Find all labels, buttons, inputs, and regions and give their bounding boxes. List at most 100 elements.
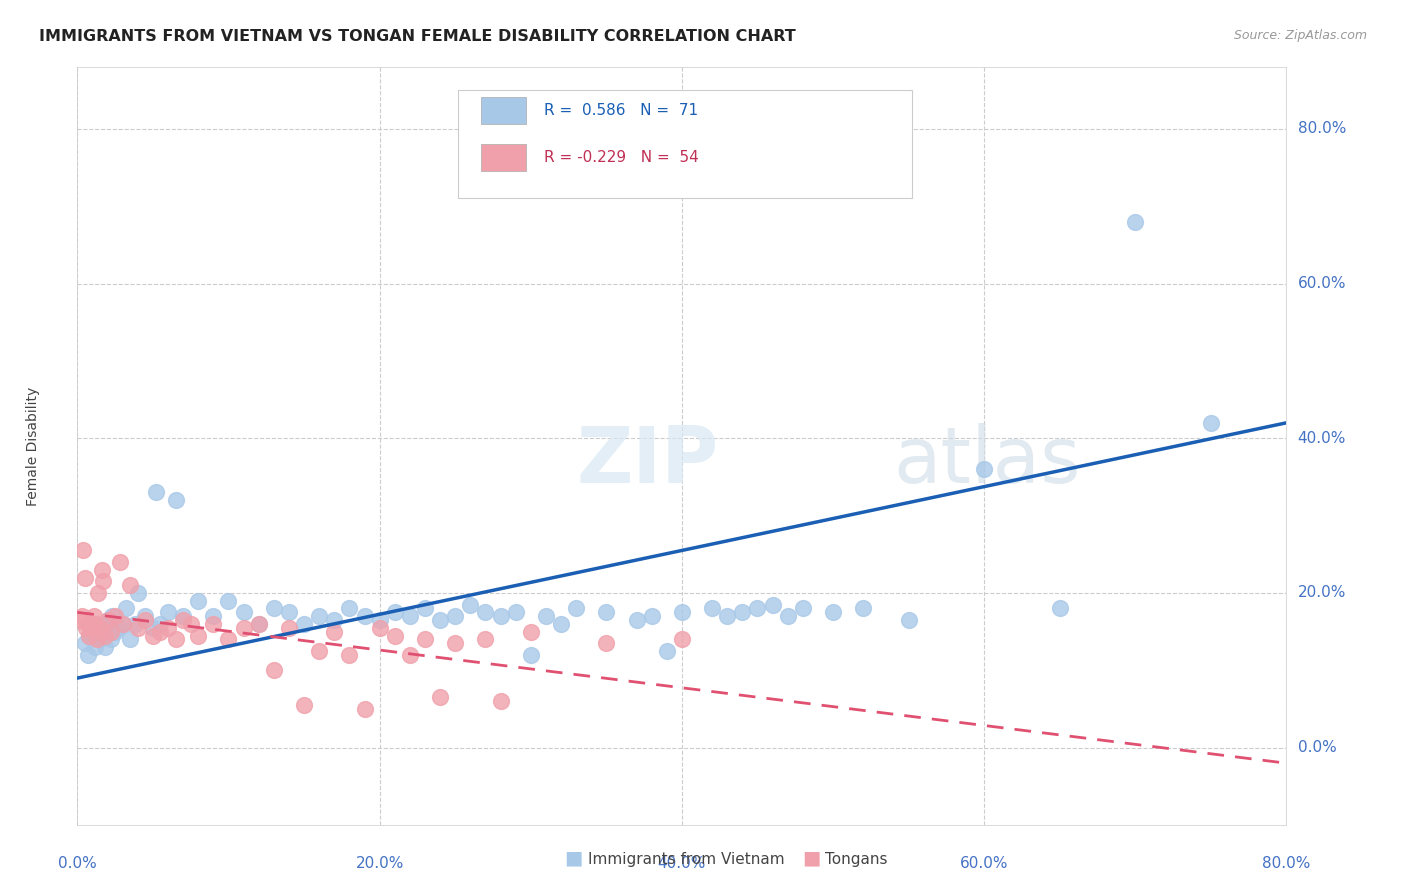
Point (79, 629, 101, 643)
Point (218, 632, 240, 647)
FancyBboxPatch shape (481, 97, 526, 125)
Point (114, 601, 136, 615)
Point (165, 493, 187, 508)
Point (1125, 214, 1147, 228)
Point (1049, 601, 1071, 615)
Point (821, 605, 844, 619)
Point (550, 616, 572, 631)
Text: 60.0%: 60.0% (1298, 276, 1346, 291)
Point (247, 616, 270, 631)
Point (165, 632, 187, 647)
Point (489, 694, 512, 708)
Point (232, 605, 254, 619)
Point (84, 616, 107, 631)
Point (145, 485, 167, 500)
Point (308, 644, 330, 658)
Point (157, 605, 180, 619)
Point (149, 616, 172, 631)
Point (792, 601, 814, 615)
Point (77, 648, 100, 662)
Point (104, 624, 127, 639)
Point (232, 621, 254, 635)
Text: R = -0.229   N =  54: R = -0.229 N = 54 (544, 150, 699, 165)
Point (716, 609, 738, 624)
Point (93, 629, 115, 643)
Point (77, 616, 100, 631)
Text: 80.0%: 80.0% (1298, 121, 1346, 136)
Point (973, 462, 995, 476)
Point (292, 616, 315, 631)
Point (520, 648, 543, 662)
Point (384, 605, 406, 619)
Text: 20.0%: 20.0% (1298, 585, 1346, 600)
Point (263, 664, 285, 678)
Point (90, 563, 112, 577)
Point (86, 632, 108, 647)
Point (399, 609, 422, 624)
Point (897, 613, 920, 627)
Text: Female Disability: Female Disability (25, 386, 39, 506)
Point (70, 609, 93, 624)
Point (172, 609, 194, 624)
Point (626, 613, 648, 627)
Point (111, 616, 134, 631)
Point (323, 613, 346, 627)
Point (69, 613, 91, 627)
Point (91, 574, 114, 589)
Point (72, 543, 94, 558)
Point (278, 621, 301, 635)
FancyBboxPatch shape (458, 89, 911, 198)
Point (157, 621, 180, 635)
Point (75, 621, 97, 635)
Point (89, 632, 111, 647)
Point (852, 601, 875, 615)
Text: 40.0%: 40.0% (1298, 431, 1346, 446)
Point (82, 621, 104, 635)
Point (100, 624, 122, 639)
Point (444, 636, 467, 650)
Point (413, 632, 436, 647)
Point (120, 578, 142, 592)
Point (263, 601, 285, 615)
Point (104, 609, 127, 624)
Point (80, 616, 103, 631)
Point (111, 616, 134, 631)
Point (120, 632, 142, 647)
Text: R =  0.586   N =  71: R = 0.586 N = 71 (544, 103, 699, 119)
Point (399, 648, 422, 662)
Point (149, 624, 172, 639)
Point (505, 605, 527, 619)
Point (339, 601, 360, 615)
Text: 80.0%: 80.0% (1263, 855, 1310, 871)
Text: Source: ZipAtlas.com: Source: ZipAtlas.com (1233, 29, 1367, 42)
Point (96, 613, 118, 627)
Point (187, 593, 209, 607)
Point (124, 616, 146, 631)
Point (429, 613, 451, 627)
Point (84, 640, 107, 655)
Point (731, 605, 754, 619)
Text: atlas: atlas (894, 424, 1081, 500)
Point (96, 613, 118, 627)
Point (641, 609, 664, 624)
Point (180, 616, 202, 631)
Point (82, 624, 104, 639)
Point (323, 624, 346, 639)
Point (489, 609, 512, 624)
Text: 0.0%: 0.0% (1298, 740, 1336, 756)
Text: ■: ■ (801, 848, 821, 867)
Point (534, 609, 557, 624)
Text: 20.0%: 20.0% (356, 855, 404, 871)
Text: 60.0%: 60.0% (960, 855, 1008, 871)
Point (187, 629, 209, 643)
Point (108, 555, 131, 569)
Point (202, 616, 225, 631)
Point (83, 609, 105, 624)
Point (702, 601, 724, 615)
Point (429, 690, 451, 705)
Point (413, 601, 436, 615)
Point (776, 609, 799, 624)
Point (90, 621, 112, 635)
Point (368, 613, 391, 627)
Text: 40.0%: 40.0% (658, 855, 706, 871)
